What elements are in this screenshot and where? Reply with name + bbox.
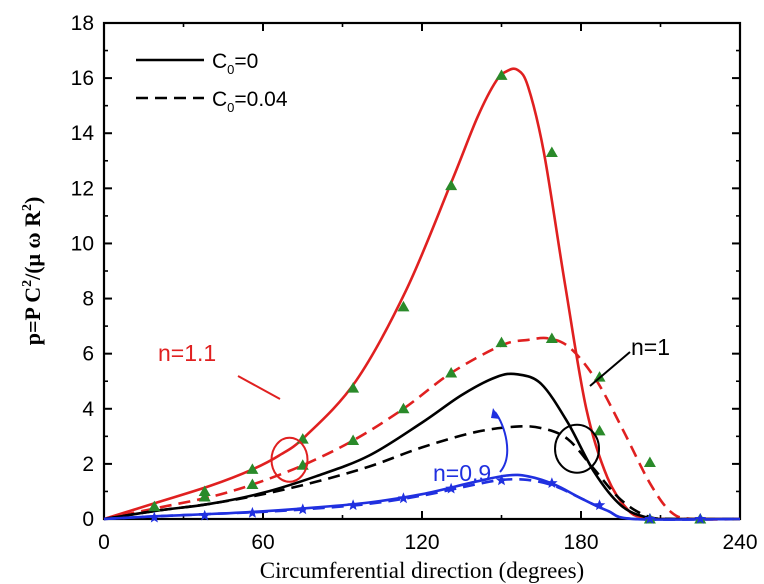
series-line-4 bbox=[103, 424, 741, 521]
triangle-marker bbox=[347, 382, 360, 393]
y-tick-label: 6 bbox=[82, 343, 94, 366]
x-axis-title: Circumferential direction (degrees) bbox=[260, 558, 584, 583]
star-marker bbox=[199, 509, 211, 521]
triangle-marker bbox=[545, 146, 558, 158]
annotation-layer: n=1.1 n=1 n=0.9 bbox=[158, 334, 670, 486]
annotation-n11: n=1.1 bbox=[158, 340, 216, 366]
marker-layer bbox=[148, 69, 707, 524]
annotation-n1: n=1 bbox=[631, 334, 670, 360]
annotation-leader-n11 bbox=[237, 375, 281, 400]
triangle-marker bbox=[198, 490, 211, 502]
series-layer bbox=[103, 67, 741, 521]
y-tick-label: 0 bbox=[82, 508, 94, 531]
triangle-marker bbox=[198, 485, 211, 496]
star-marker bbox=[593, 499, 606, 511]
y-tick-label: 8 bbox=[82, 288, 94, 311]
series-line-1 bbox=[103, 67, 741, 521]
triangle-marker bbox=[397, 300, 410, 312]
star-marker bbox=[297, 503, 309, 515]
star-marker bbox=[694, 513, 706, 524]
legend-label-2: C0=0.04 bbox=[212, 88, 288, 115]
star-marker bbox=[644, 513, 656, 524]
triangle-marker bbox=[148, 500, 161, 512]
x-tick-label: 60 bbox=[251, 531, 274, 554]
y-tick-label: 18 bbox=[71, 12, 94, 35]
star-marker bbox=[495, 474, 508, 486]
annotation-circle-n11 bbox=[270, 436, 309, 483]
star-marker bbox=[246, 506, 259, 518]
y-tick-label: 16 bbox=[71, 67, 94, 90]
star-marker bbox=[347, 499, 359, 511]
x-tick-label: 0 bbox=[98, 531, 110, 554]
triangle-marker bbox=[246, 478, 259, 490]
legend: C0=0 C0=0.04 bbox=[136, 50, 288, 115]
axis-ticks: 0 60 120 180 240 0 2 4 6 8 10 12 14 16 18 bbox=[71, 12, 758, 554]
annotation-n09: n=0.9 bbox=[433, 460, 491, 486]
annotation-arrowhead-n09 bbox=[491, 408, 500, 419]
star-marker bbox=[148, 511, 161, 523]
triangle-marker bbox=[347, 434, 360, 445]
triangle-marker bbox=[397, 402, 410, 414]
triangle-marker bbox=[593, 424, 606, 436]
y-axis-title: p=P C2/(μ ω R2) bbox=[20, 197, 45, 346]
y-tick-label: 12 bbox=[71, 177, 94, 200]
y-tick-label: 4 bbox=[82, 398, 94, 421]
y-tick-label: 14 bbox=[71, 122, 95, 145]
series-line-3 bbox=[103, 372, 741, 521]
triangle-marker bbox=[495, 336, 508, 348]
triangle-marker bbox=[445, 179, 458, 191]
series-line-6 bbox=[103, 477, 741, 521]
star-marker bbox=[445, 482, 457, 494]
x-tick-label: 120 bbox=[404, 531, 439, 554]
x-tick-label: 180 bbox=[563, 531, 598, 554]
star-marker bbox=[546, 477, 558, 488]
triangle-marker bbox=[246, 463, 259, 474]
y-tick-label: 10 bbox=[71, 232, 94, 255]
annotation-leader-n09 bbox=[494, 411, 509, 473]
annotation-circle-n1 bbox=[554, 423, 601, 474]
y-tick-label: 2 bbox=[82, 453, 94, 476]
annotation-leader-n1 bbox=[589, 351, 631, 387]
x-tick-label: 240 bbox=[722, 531, 757, 554]
triangle-marker bbox=[495, 69, 508, 80]
series-line-2 bbox=[103, 336, 741, 521]
triangle-marker bbox=[545, 332, 558, 344]
triangle-marker bbox=[445, 366, 458, 378]
legend-label-1: C0=0 bbox=[212, 50, 258, 77]
triangle-marker bbox=[643, 456, 656, 468]
triangle-marker bbox=[593, 371, 606, 382]
star-marker bbox=[397, 492, 410, 504]
